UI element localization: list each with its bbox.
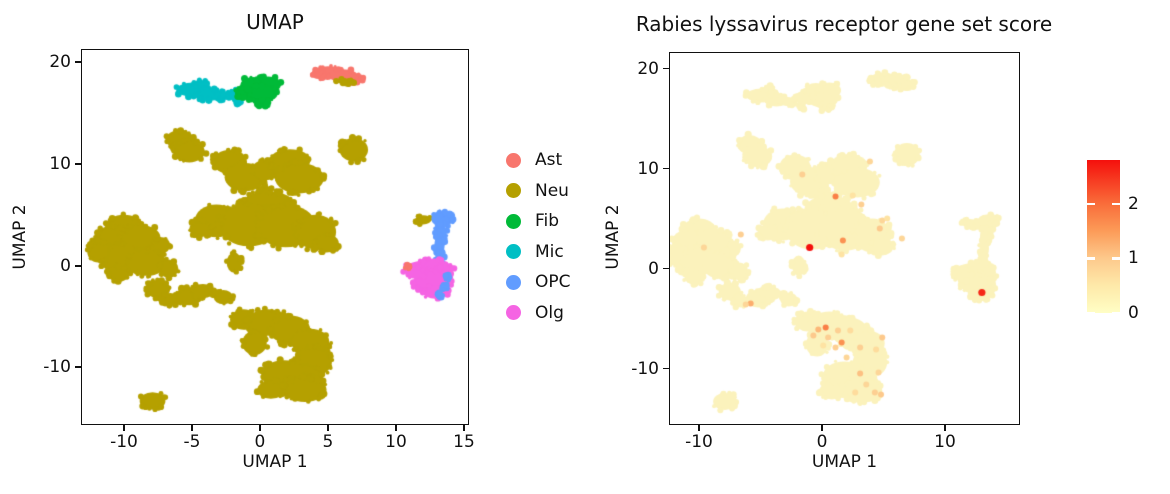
umap-plot-x-tick [259, 425, 261, 431]
legend-item-Ast: Ast [506, 145, 571, 176]
umap-plot-x-tick-label: 0 [254, 432, 266, 452]
umap-plot-y-tick-label: 0 [60, 255, 71, 276]
colorbar-tick [1087, 311, 1095, 315]
legend-label-Ast: Ast [535, 150, 563, 171]
legend-swatch-Ast [506, 152, 521, 168]
umap-score-scatter-canvas [669, 52, 1020, 425]
umap-plot-y-tick-label: -10 [43, 357, 71, 378]
umap-plot-x-tick [327, 425, 329, 431]
umap-plot-x-tick-label: -5 [183, 432, 201, 452]
legend-label-OPC: OPC [535, 272, 571, 293]
umap-plot-frame [81, 49, 469, 425]
score-plot-y-tick-label: 20 [637, 58, 659, 79]
umap-plot-x-tick [123, 425, 125, 431]
legend-label-Mic: Mic [535, 241, 564, 262]
umap-plot-y-tick [75, 61, 81, 64]
umap-plot-y-tick-label: 20 [49, 52, 71, 73]
score-plot-x-tick [821, 425, 823, 431]
score-plot-y-tick-label: 10 [637, 158, 659, 179]
score-plot-x-tick-label: 10 [934, 432, 956, 452]
legend-item-Olg: Olg [506, 298, 571, 329]
colorbar-tick-label: 0 [1128, 303, 1139, 323]
umap-plot-title: UMAP [246, 10, 304, 34]
umap-plot-x-tick [463, 425, 465, 431]
legend-item-Mic: Mic [506, 237, 571, 268]
score-plot-x-tick [944, 425, 946, 431]
legend-label-Olg: Olg [535, 302, 564, 323]
legend-swatch-Fib [506, 213, 521, 229]
legend-item-OPC: OPC [506, 267, 571, 298]
colorbar-tick [1112, 257, 1120, 260]
score-plot-y-tick [663, 167, 669, 170]
score-plot-y-tick [663, 267, 669, 270]
legend-swatch-Mic [506, 244, 521, 260]
legend-swatch-Neu [506, 183, 521, 199]
legend-label-Neu: Neu [535, 180, 569, 201]
umap-plot-x-tick [395, 425, 397, 431]
umap-plot-x-tick-label: 5 [322, 432, 334, 452]
umap-plot-xlabel: UMAP 1 [242, 452, 308, 472]
umap-plot-y-tick [75, 366, 81, 369]
cluster-legend: Ast Neu Fib Mic OPC Olg [506, 145, 571, 328]
colorbar-tick [1087, 257, 1095, 260]
score-plot-title: Rabies lyssavirus receptor gene set scor… [635, 12, 1053, 36]
legend-item-Neu: Neu [506, 176, 571, 207]
umap-plot-y-tick [75, 163, 81, 165]
umap-plot-x-tick [191, 425, 193, 431]
score-plot-x-tick [698, 425, 700, 431]
umap-plot-x-tick-label: -10 [110, 432, 138, 452]
legend-label-Fib: Fib [535, 211, 560, 232]
legend-item-Fib: Fib [506, 206, 571, 237]
score-plot-frame [669, 52, 1020, 425]
colorbar-tick [1112, 311, 1120, 315]
score-plot-x-tick-label: -10 [685, 432, 713, 452]
umap-plot-y-tick [75, 264, 81, 267]
score-plot-y-tick [663, 367, 669, 370]
colorbar-tick [1112, 202, 1120, 205]
legend-swatch-OPC [506, 274, 521, 290]
score-plot-y-tick-label: -10 [631, 358, 659, 379]
score-plot-x-tick-label: 0 [816, 432, 828, 452]
umap-plot-x-tick-label: 10 [385, 432, 407, 452]
score-plot-xlabel: UMAP 1 [811, 452, 878, 472]
score-plot-y-tick [663, 67, 669, 70]
colorbar-tick-label: 1 [1128, 248, 1139, 269]
colorbar-tick [1087, 202, 1095, 205]
colorbar-tick-label: 2 [1128, 193, 1139, 214]
umap-plot-y-tick-label: 10 [49, 153, 71, 174]
score-plot-y-tick-label: 0 [648, 258, 659, 279]
colorbar-gradient [1087, 160, 1120, 313]
umap-cluster-scatter-canvas [81, 49, 469, 425]
umap-plot-x-tick-label: 15 [453, 432, 475, 452]
legend-swatch-Olg [506, 305, 521, 321]
score-colorbar [1087, 160, 1120, 313]
